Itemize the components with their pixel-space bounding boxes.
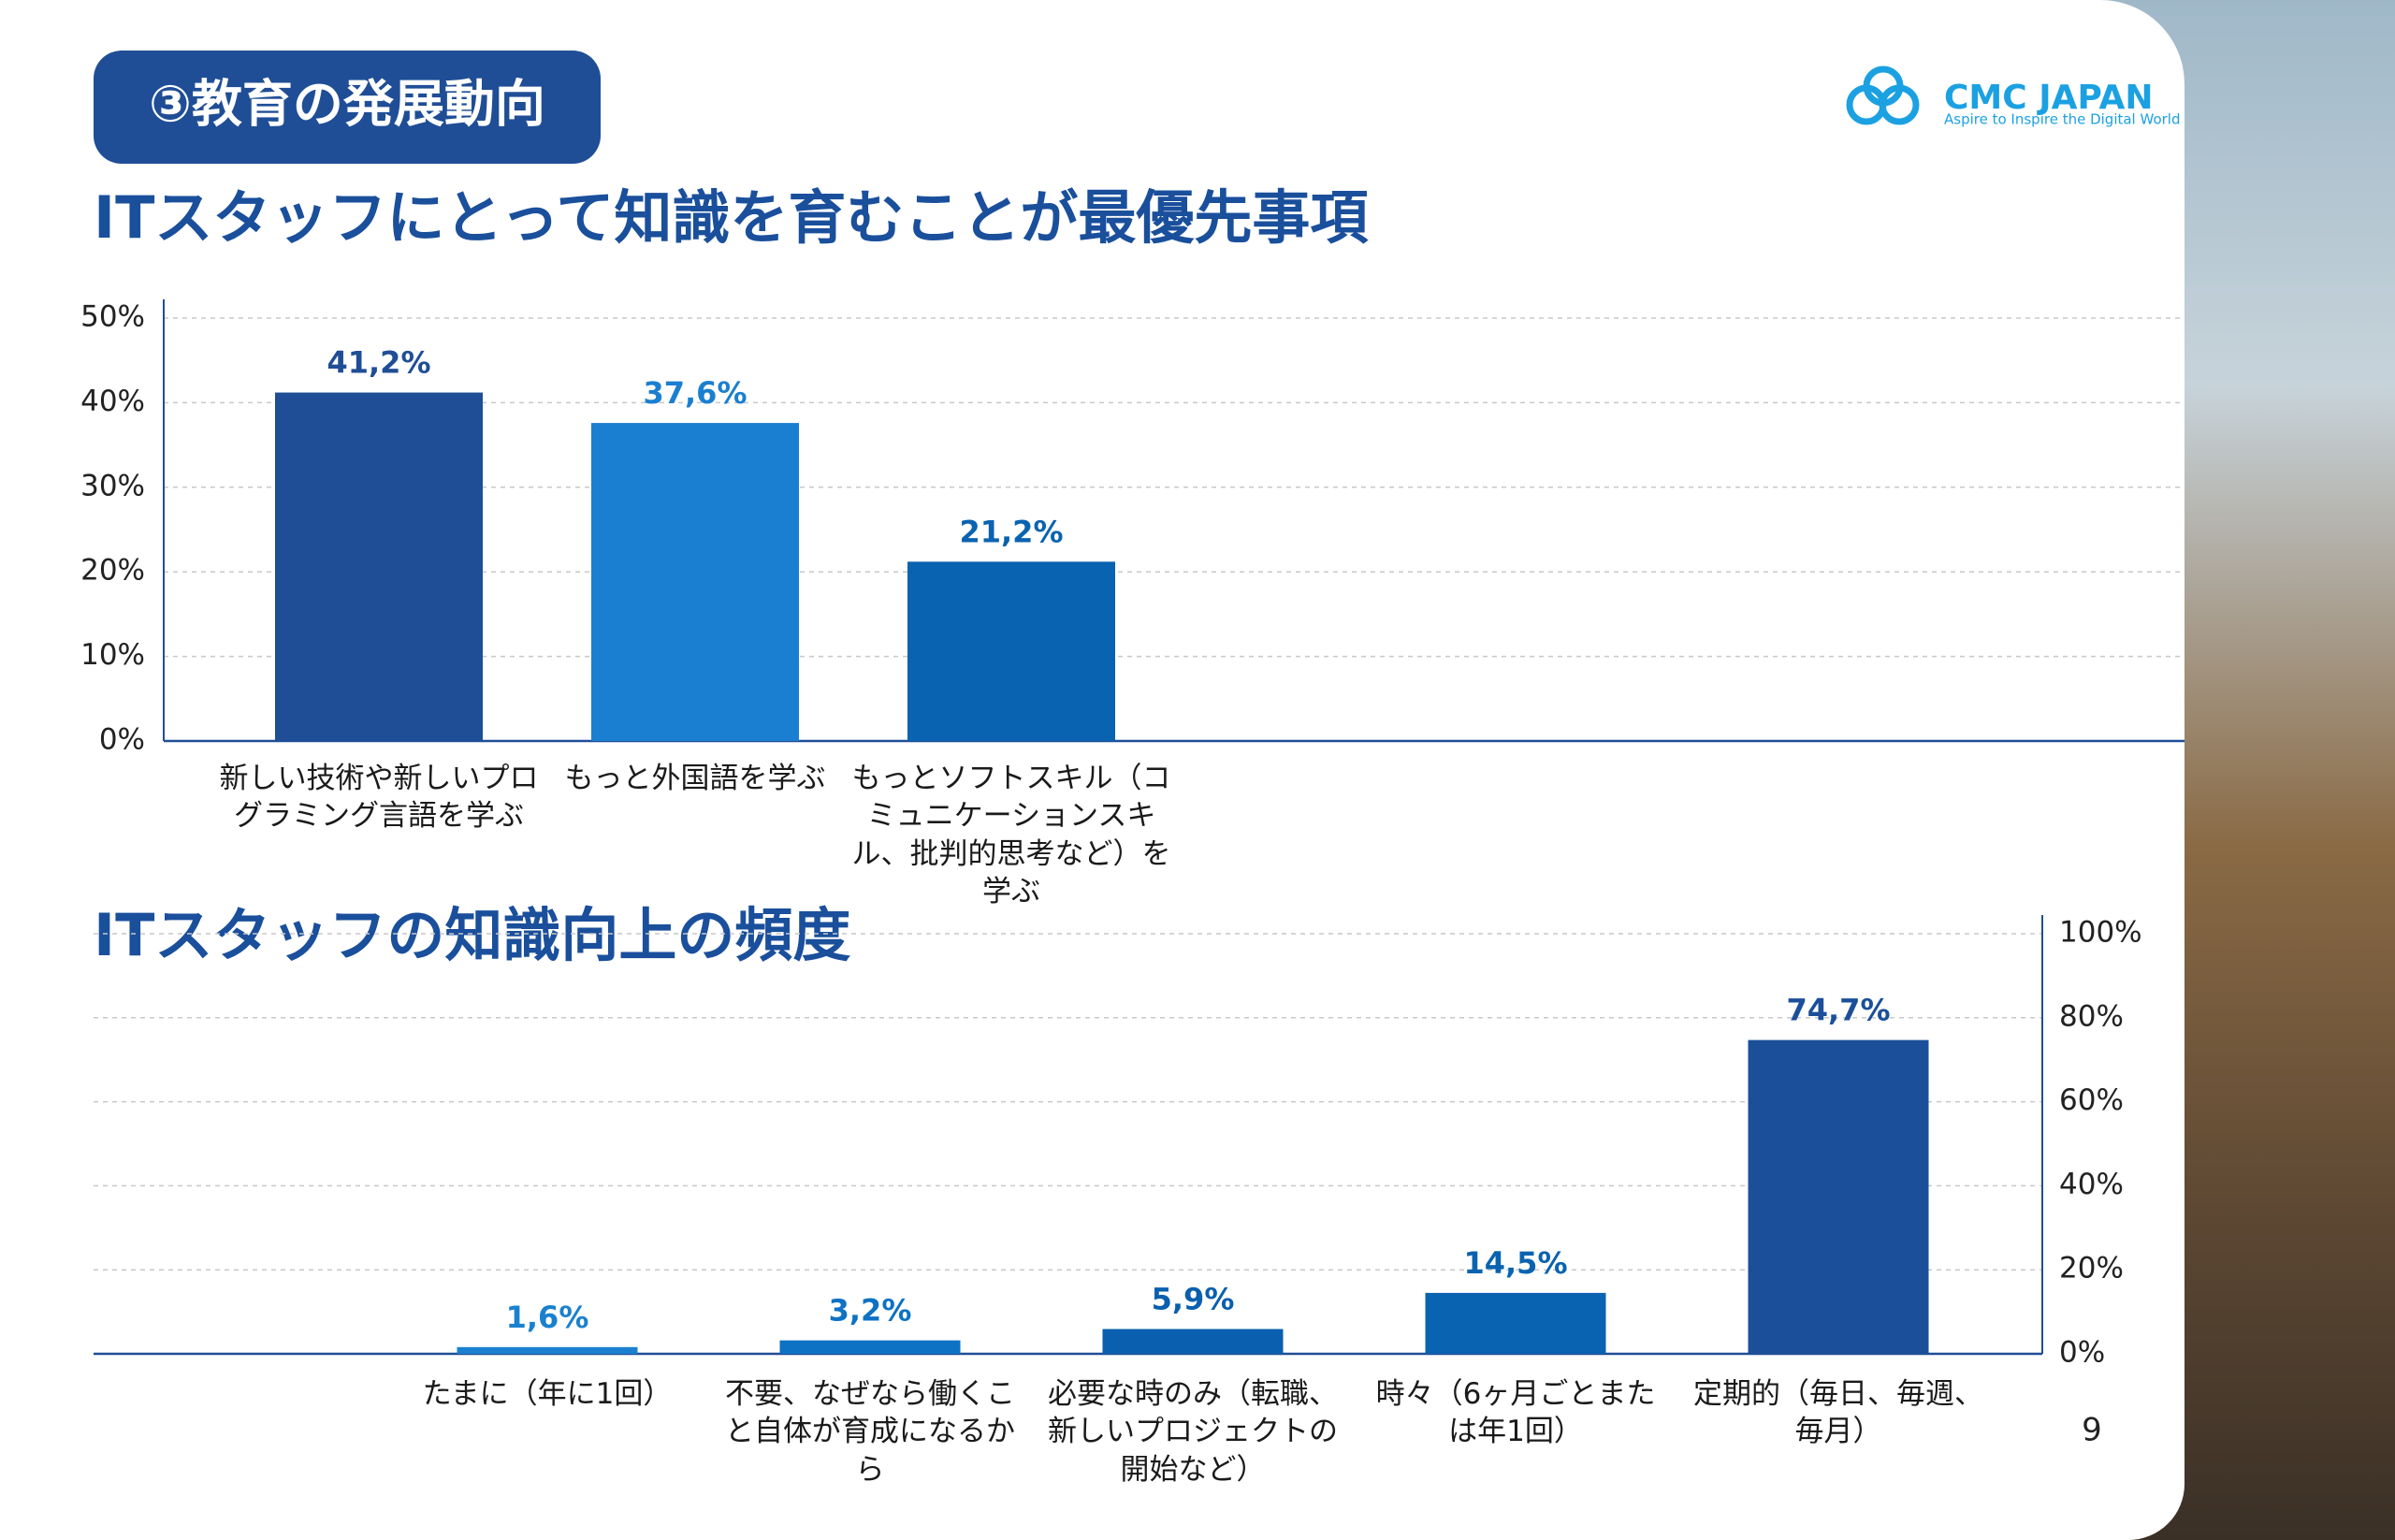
value-label: 5,9% xyxy=(1152,1282,1235,1317)
y-tick-label: 10% xyxy=(80,638,145,672)
value-label: 3,2% xyxy=(829,1293,912,1329)
y-tick-label: 60% xyxy=(2059,1083,2124,1117)
logo-icon xyxy=(1846,65,1920,125)
bar xyxy=(1748,1039,1929,1354)
bar xyxy=(1425,1292,1606,1354)
x-tick-label: もっとソフトスキル（コミュニケーションスキル、批判的思考など）を学ぶ xyxy=(851,762,1171,908)
x-tick-label: もっと外国語を学ぶ xyxy=(564,762,826,795)
value-label: 41,2% xyxy=(327,345,430,381)
badge-text: ③教育の発展動向 xyxy=(149,75,545,134)
y-tick-label: 0% xyxy=(99,723,145,757)
x-tick-label: 時々（6ヶ月ごとまたは年1回） xyxy=(1375,1377,1656,1449)
value-label: 74,7% xyxy=(1786,993,1890,1028)
bar xyxy=(275,392,483,741)
y-tick-label: 50% xyxy=(80,300,145,334)
page-number: 9 xyxy=(2082,1412,2102,1449)
y-tick-label: 30% xyxy=(80,469,145,502)
value-label: 21,2% xyxy=(959,514,1063,549)
x-tick-label: 新しい技術や新しいプログラミング言語を学ぶ xyxy=(219,762,539,834)
bar xyxy=(779,1340,961,1354)
x-tick-label: たまに（年に1回） xyxy=(422,1377,673,1411)
logo-tagline: Aspire to Inspire the Digital World xyxy=(1944,111,2180,128)
x-tick-label: 必要な時のみ（転職、新しいプロジェクトの開始など） xyxy=(1048,1377,1338,1487)
bar xyxy=(1102,1329,1284,1354)
value-label: 1,6% xyxy=(506,1300,589,1335)
y-tick-label: 40% xyxy=(2059,1168,2124,1201)
y-tick-label: 100% xyxy=(2059,916,2142,950)
x-tick-label: 不要、なぜなら働くこと自体が育成になるから xyxy=(725,1377,1015,1487)
y-tick-label: 80% xyxy=(2059,999,2124,1033)
y-tick-label: 40% xyxy=(80,385,145,418)
bar xyxy=(591,423,799,741)
y-tick-label: 0% xyxy=(2059,1336,2105,1370)
chart-title: ITスタッフの知識向上の頻度 xyxy=(94,901,850,969)
bar xyxy=(907,561,1115,741)
chart-title: ITスタッフにとって知識を育むことが最優先事項 xyxy=(94,183,1369,252)
value-label: 14,5% xyxy=(1463,1245,1567,1281)
badge xyxy=(94,51,601,164)
bar xyxy=(457,1346,638,1354)
y-tick-label: 20% xyxy=(80,554,145,588)
logo: CMC JAPAN xyxy=(1944,79,2154,117)
y-tick-label: 20% xyxy=(2059,1252,2124,1286)
value-label: 37,6% xyxy=(643,375,747,411)
x-tick-label: 定期的（毎日、毎週、毎月） xyxy=(1693,1377,1983,1449)
